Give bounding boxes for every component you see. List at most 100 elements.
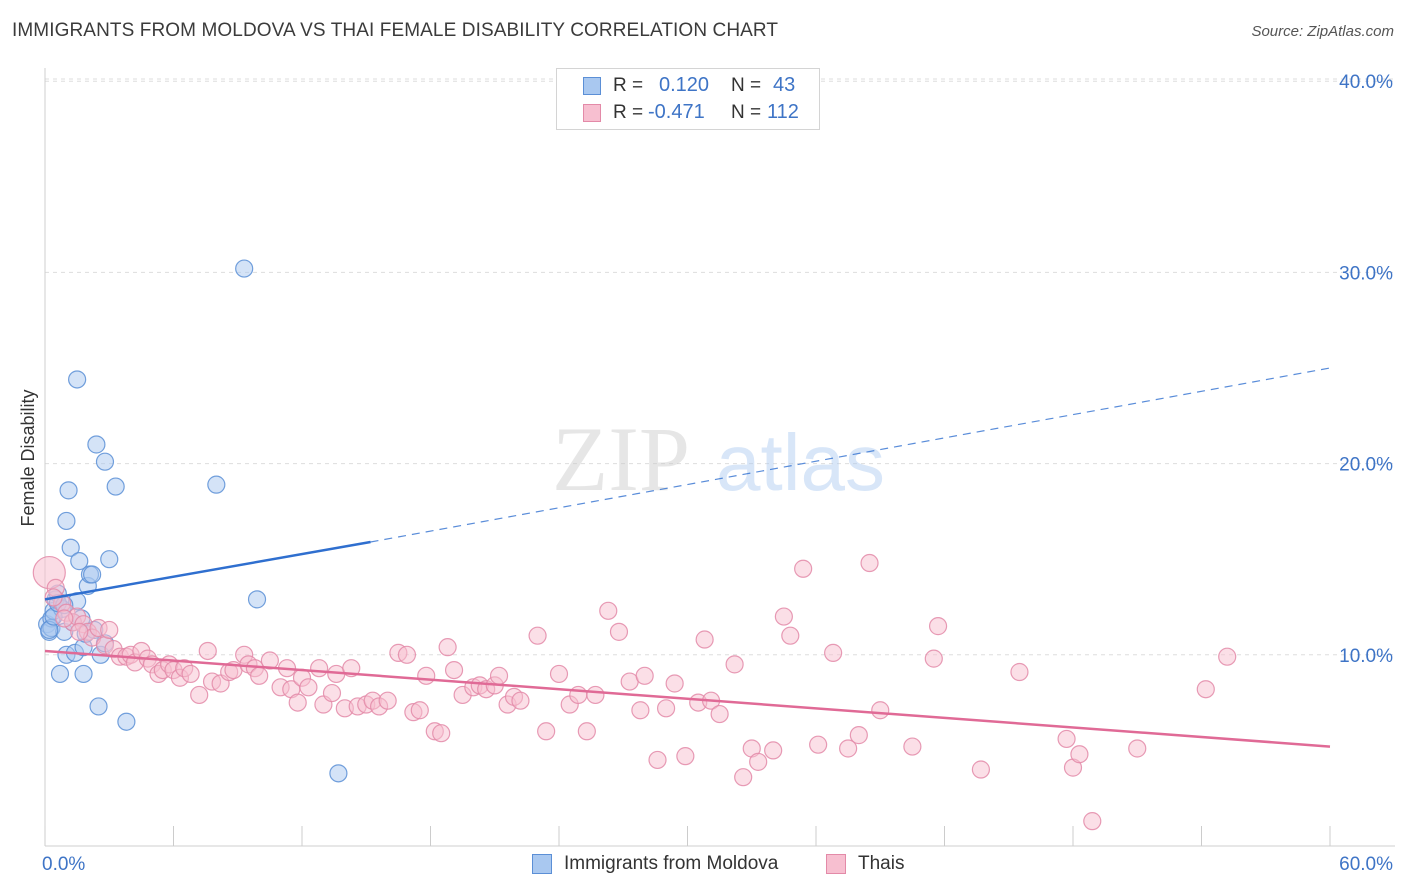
grid <box>45 78 1395 656</box>
point-thais <box>397 645 417 664</box>
point-thais <box>1218 647 1237 666</box>
point-thais <box>444 660 464 680</box>
point-thais <box>764 741 783 760</box>
legend-label: Thais <box>858 853 905 874</box>
y-tick-label: 20.0% <box>1339 455 1393 476</box>
point-moldova <box>74 664 93 684</box>
point-thais <box>924 649 943 668</box>
legend-n-value: 43 <box>773 74 796 96</box>
point-moldova <box>59 481 78 500</box>
point-thais <box>781 626 800 645</box>
point-moldova <box>106 477 125 496</box>
point-moldova <box>70 552 89 571</box>
point-moldova <box>68 370 87 389</box>
point-thais <box>100 620 119 640</box>
point-moldova <box>100 550 119 569</box>
point-moldova <box>235 259 254 278</box>
point-thais <box>537 722 556 741</box>
legend-swatch-thais <box>583 104 601 122</box>
point-thais <box>417 666 436 685</box>
point-thais <box>676 747 695 766</box>
point-thais <box>971 760 991 779</box>
watermark-zip: ZIP <box>552 408 690 510</box>
axis-labels: 10.0% 20.0% 30.0% 40.0% 0.0% 60.0% Female Disa… <box>18 72 1393 875</box>
legend-n-value: 112 <box>767 101 799 123</box>
point-thais <box>648 750 667 770</box>
point-thais <box>250 666 269 685</box>
axes <box>44 68 1395 847</box>
point-thais <box>438 638 457 657</box>
y-tick-label: 30.0% <box>1339 263 1393 284</box>
legend-r-value: 0.120 <box>659 74 710 96</box>
point-thais <box>665 674 684 693</box>
point-thais <box>181 664 200 684</box>
point-thais <box>656 699 676 718</box>
point-thais <box>794 559 813 578</box>
trend-line-moldova <box>44 540 371 601</box>
point-thais <box>310 659 329 678</box>
point-thais <box>1010 662 1029 682</box>
point-thais <box>749 752 768 771</box>
point-thais <box>1196 680 1215 699</box>
legend-swatch-moldova <box>532 854 552 874</box>
point-thais <box>432 724 451 743</box>
point-thais <box>599 601 618 620</box>
point-thais <box>1083 812 1102 831</box>
point-moldova <box>329 764 348 783</box>
point-moldova <box>83 565 102 584</box>
point-thais <box>198 641 217 661</box>
point-thais <box>378 691 397 710</box>
y-tick-label: 40.0% <box>1339 72 1393 93</box>
point-thais <box>824 643 843 662</box>
trend-lines <box>44 367 1331 748</box>
point-thais <box>1057 729 1076 749</box>
legend-label: Immigrants from Moldova <box>564 853 779 874</box>
point-moldova <box>57 511 76 531</box>
point-thais <box>774 607 793 626</box>
point-thais <box>511 691 530 710</box>
point-thais <box>849 726 868 745</box>
watermark-atlas: atlas <box>716 418 885 507</box>
point-moldova <box>61 538 80 557</box>
point-moldova <box>247 590 267 609</box>
point-thais <box>871 701 890 720</box>
point-moldova <box>89 697 108 716</box>
legend-n-label: N = <box>731 75 762 96</box>
point-thais <box>695 630 714 649</box>
point-thais <box>631 701 650 720</box>
chart-source: Source: ZipAtlas.com <box>1251 23 1394 40</box>
point-thais <box>809 735 828 754</box>
point-thais <box>609 622 629 641</box>
legend-r-label: R = <box>613 75 644 96</box>
point-thais <box>710 704 729 724</box>
point-thais <box>586 685 605 705</box>
point-thais <box>1128 739 1147 758</box>
point-thais <box>55 609 74 628</box>
point-thais <box>1070 745 1089 764</box>
point-thais <box>489 666 509 685</box>
y-tick-label: 10.0% <box>1339 646 1393 667</box>
point-moldova <box>50 664 70 684</box>
point-moldova <box>117 712 136 731</box>
legend-r-value: -0.471 <box>648 101 705 123</box>
point-thais <box>928 617 948 636</box>
point-moldova <box>207 475 226 494</box>
point-thais <box>288 693 307 712</box>
point-moldova <box>95 452 115 471</box>
point-thais <box>322 683 342 703</box>
legend-item-thais[interactable]: Thais <box>826 850 904 878</box>
point-moldova <box>87 435 106 454</box>
point-thais <box>860 553 879 573</box>
point-thais <box>299 678 318 697</box>
x-tick-label: 0.0% <box>42 854 85 875</box>
legend-item-moldova[interactable]: Immigrants from Moldova <box>532 850 778 878</box>
point-thais <box>734 768 753 787</box>
point-thais <box>725 655 744 674</box>
point-thais <box>260 651 279 670</box>
point-thais <box>903 737 922 756</box>
legend-swatch-thais <box>826 854 846 874</box>
point-thais <box>549 664 569 684</box>
legend-swatch-moldova <box>583 77 601 95</box>
trend-line-moldova-extension <box>370 367 1331 543</box>
legend-n-label: N = <box>731 102 762 123</box>
